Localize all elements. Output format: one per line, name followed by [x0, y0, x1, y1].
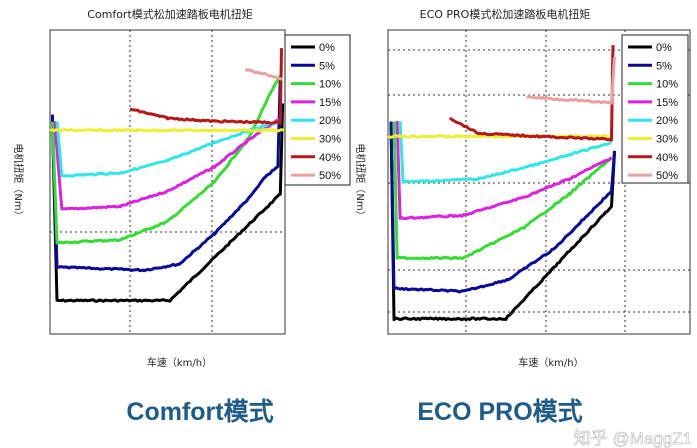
- series-line-5pct: [389, 121, 616, 294]
- legend-label: 30%: [656, 134, 678, 146]
- legend-label: 5%: [656, 60, 672, 72]
- chart-title: Comfort模式松加速踏板电机扭矩: [87, 7, 253, 21]
- legend-box: [621, 34, 689, 184]
- series-line-15pct: [53, 117, 282, 211]
- series-line-30pct: [49, 128, 285, 133]
- series-line-50pct: [526, 57, 616, 105]
- legend-label: 10%: [319, 79, 341, 91]
- legend-label: 20%: [656, 115, 678, 127]
- series-line-20pct: [398, 121, 612, 184]
- series-line-50pct: [244, 68, 283, 81]
- legend-label: 20%: [319, 115, 341, 127]
- legend-label: 10%: [656, 79, 678, 91]
- legend-label: 40%: [319, 152, 341, 164]
- legend-label: 50%: [656, 170, 678, 182]
- series-line-0pct: [389, 121, 616, 322]
- legend: 0% 5% 10% 15% 20% 30% 40% 50%: [621, 34, 689, 184]
- chart-title: ECO PRO模式松加速踏板电机扭矩: [420, 7, 591, 21]
- legend: 0% 5% 10% 15% 20% 30% 40% 50%: [284, 34, 351, 186]
- legend-label: 40%: [656, 152, 678, 164]
- chart-2: ECO PRO模式松加速踏板电机扭矩 0% 5% 10% 15% 20% 30% 40% 50%…: [354, 7, 691, 426]
- legend-label: 15%: [319, 97, 341, 109]
- series-line-20pct: [55, 119, 281, 178]
- y-axis-label: 电机扭矩（Nm）: [12, 143, 25, 220]
- legend-label: 50%: [319, 170, 341, 182]
- series-line-0pct: [50, 103, 285, 303]
- legend-box: [284, 34, 351, 186]
- series-line-15pct: [395, 120, 613, 221]
- legend-label: 0%: [656, 42, 672, 54]
- chart-caption: ECO PRO模式: [417, 397, 582, 426]
- series-line-40pct: [448, 45, 615, 142]
- chart-caption: Comfort模式: [126, 397, 273, 426]
- series-line-40pct: [129, 48, 283, 125]
- watermark: 知乎 @MaggZ1: [574, 429, 692, 448]
- legend-label: 30%: [319, 134, 341, 146]
- x-axis-label: 车速（km/h）: [147, 356, 212, 369]
- plot-area: [49, 29, 286, 335]
- legend-label: 0%: [319, 42, 335, 54]
- x-axis-label: 车速（km/h）: [518, 356, 583, 369]
- series-line-10pct: [392, 121, 613, 261]
- chart-1: Comfort模式松加速踏板电机扭矩 0% 5% 10% 15% 20% 30% 40% 50%…: [12, 7, 351, 426]
- legend-label: 5%: [319, 60, 335, 72]
- legend-label: 15%: [656, 97, 678, 109]
- series-line-5pct: [50, 75, 282, 273]
- y-axis-label: 电机扭矩（Nm）: [354, 143, 367, 220]
